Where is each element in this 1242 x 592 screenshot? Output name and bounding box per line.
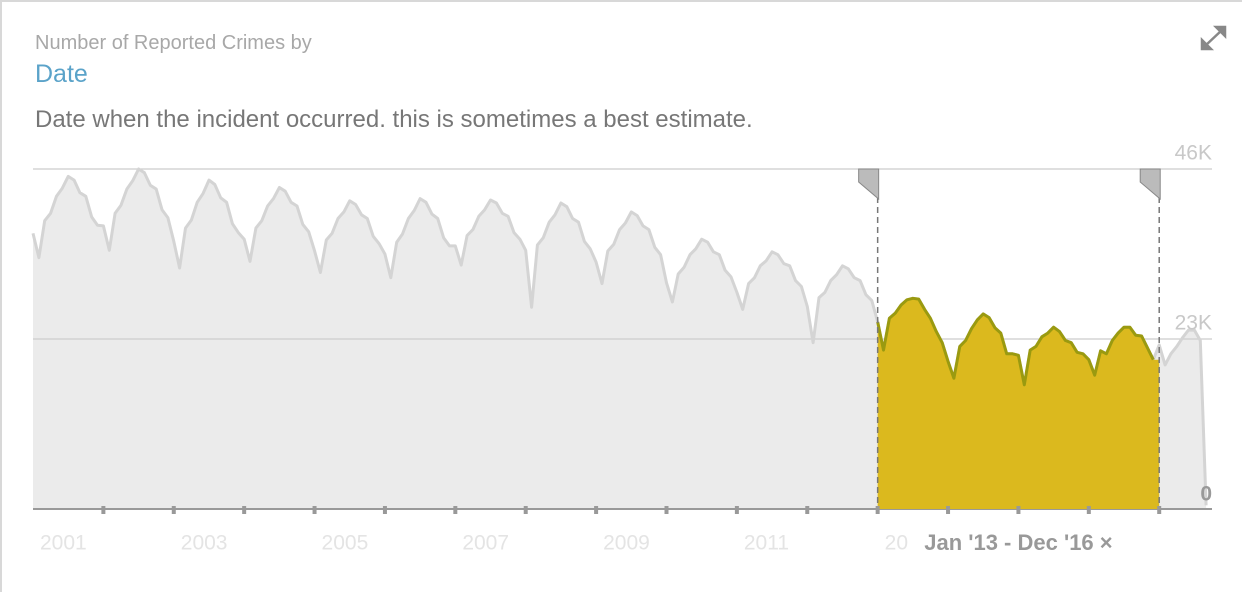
x-tick-label: 2007	[462, 532, 509, 555]
x-tick-label: 2009	[603, 532, 650, 555]
x-tick-label: 2001	[40, 532, 87, 555]
x-tick-label: 2003	[181, 532, 228, 555]
selected-area	[877, 298, 1160, 509]
y-tick-label: 46K	[1175, 142, 1212, 165]
selection-handle[interactable]	[1139, 168, 1161, 201]
selection-label-bg	[907, 529, 1128, 561]
x-tick-label: 2005	[322, 532, 369, 555]
y-tick-label: 0	[1200, 483, 1212, 506]
selected-line	[876, 296, 1155, 387]
y-tick-label: 23K	[1175, 312, 1212, 335]
widget-title[interactable]: Date	[35, 60, 88, 88]
x-tick-label: 2011	[744, 532, 789, 555]
widget-description: Date when the incident occurred. this is…	[35, 106, 753, 133]
widget-pretitle: Number of Reported Crimes by	[35, 32, 312, 54]
expand-icon[interactable]	[1200, 25, 1227, 51]
selection-label[interactable]: Jan '13 - Dec '16 ×	[924, 530, 1112, 555]
selection-handle[interactable]	[858, 168, 880, 201]
